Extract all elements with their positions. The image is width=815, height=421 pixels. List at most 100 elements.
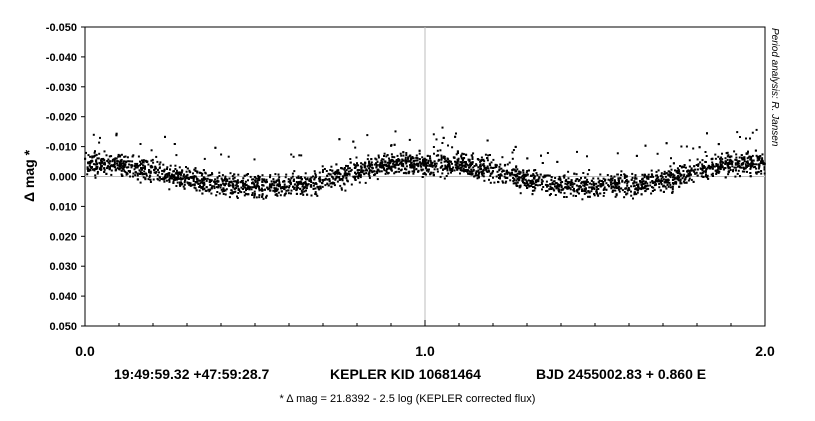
data-point — [194, 169, 197, 172]
data-point — [467, 169, 470, 172]
data-point — [415, 162, 418, 165]
data-point — [468, 160, 471, 163]
data-point — [757, 170, 760, 173]
data-point — [231, 175, 234, 178]
data-point — [204, 177, 207, 180]
data-point — [736, 163, 739, 166]
data-point — [462, 164, 465, 167]
data-point — [509, 179, 512, 182]
data-point — [436, 149, 439, 152]
data-point — [393, 143, 396, 146]
data-point — [536, 174, 539, 177]
data-point — [155, 155, 158, 158]
data-point — [471, 156, 474, 159]
data-point — [313, 178, 316, 181]
data-point — [753, 166, 756, 168]
data-point — [173, 143, 176, 145]
data-point — [441, 126, 444, 129]
data-point — [727, 171, 730, 174]
data-point — [300, 154, 303, 157]
data-point — [220, 153, 223, 156]
data-point — [407, 171, 410, 174]
data-point — [485, 170, 488, 173]
data-point — [659, 180, 661, 183]
data-point — [597, 184, 600, 187]
data-point — [544, 183, 547, 186]
data-point — [694, 168, 697, 171]
data-point — [385, 155, 388, 158]
data-point — [448, 164, 451, 167]
data-point — [332, 177, 335, 180]
data-point — [610, 183, 613, 186]
data-point — [611, 179, 614, 182]
data-point — [162, 163, 165, 166]
data-point — [382, 166, 385, 169]
data-point — [689, 173, 692, 176]
data-point — [744, 167, 747, 170]
data-point — [486, 159, 489, 162]
data-point — [470, 154, 473, 157]
data-point — [111, 160, 114, 163]
data-point — [400, 162, 403, 165]
data-point — [127, 170, 130, 172]
data-point — [209, 188, 212, 191]
data-point — [630, 178, 633, 181]
data-point — [280, 186, 283, 189]
data-point — [502, 169, 505, 172]
data-point — [433, 168, 436, 171]
data-point — [184, 177, 187, 180]
data-point — [183, 183, 186, 186]
data-point — [539, 173, 542, 176]
data-point — [288, 184, 291, 187]
data-point — [432, 171, 435, 174]
data-point — [144, 167, 146, 170]
data-point — [110, 155, 113, 158]
data-point — [671, 179, 674, 181]
data-point — [660, 177, 663, 180]
data-point — [300, 181, 303, 184]
data-point — [356, 169, 359, 172]
data-point — [549, 183, 552, 186]
data-point — [353, 177, 356, 180]
data-point — [526, 186, 529, 189]
data-point — [402, 162, 405, 165]
data-point — [258, 175, 261, 178]
data-point — [455, 153, 458, 156]
data-point — [546, 152, 549, 154]
data-point — [660, 181, 662, 184]
data-point — [572, 194, 575, 197]
data-point — [249, 175, 252, 178]
data-point — [466, 170, 469, 173]
data-point — [367, 164, 370, 167]
data-point — [670, 173, 673, 176]
data-point — [425, 167, 427, 170]
data-point — [643, 176, 646, 179]
data-point — [147, 178, 150, 181]
data-point — [586, 155, 588, 158]
data-point — [728, 166, 731, 169]
data-point — [514, 145, 517, 148]
data-point — [409, 160, 412, 163]
data-point — [687, 179, 690, 182]
data-point — [510, 172, 513, 175]
y-tick-label: 0.030 — [49, 261, 77, 273]
data-point — [565, 186, 567, 189]
data-point — [752, 162, 754, 165]
data-point — [292, 185, 294, 188]
data-point — [207, 188, 210, 191]
data-point — [360, 169, 363, 172]
data-point — [181, 169, 184, 172]
data-point — [258, 178, 261, 180]
data-point — [743, 156, 746, 159]
data-point — [236, 185, 239, 188]
data-point — [696, 168, 699, 171]
data-point — [499, 163, 502, 166]
data-point — [440, 156, 443, 159]
data-point — [260, 187, 263, 190]
data-point — [420, 162, 423, 165]
data-point — [232, 183, 234, 186]
data-point — [552, 188, 555, 191]
data-point — [526, 157, 529, 160]
data-point — [756, 171, 759, 174]
data-point — [331, 181, 334, 184]
